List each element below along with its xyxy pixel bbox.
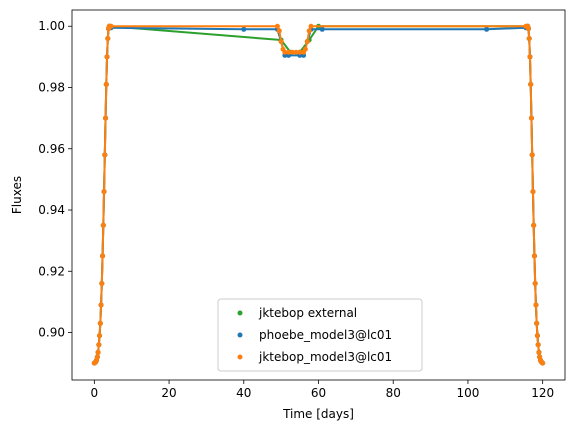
data-point <box>274 23 280 29</box>
data-point <box>97 333 103 339</box>
y-tick-label: 0.98 <box>38 80 65 94</box>
data-point <box>306 28 312 34</box>
data-point <box>108 23 114 29</box>
x-tick-label: 20 <box>161 386 176 400</box>
data-point <box>530 189 536 195</box>
data-point <box>105 35 111 41</box>
y-tick-label: 0.92 <box>38 264 65 278</box>
x-tick-label: 60 <box>311 386 326 400</box>
x-tick-label: 0 <box>91 386 99 400</box>
data-point <box>297 49 303 55</box>
legend: jktebop external phoebe_model3@lc01 jkte… <box>217 298 423 372</box>
data-point <box>278 39 284 45</box>
data-point <box>293 49 299 55</box>
legend-label-jktebop-model3: jktebop_model3@lc01 <box>258 350 392 364</box>
data-point <box>526 35 532 41</box>
data-point <box>304 39 310 45</box>
data-point <box>531 253 537 259</box>
legend-marker-jktebop-model3 <box>237 354 243 360</box>
plot-layer <box>91 23 546 366</box>
data-point <box>100 253 106 259</box>
data-point <box>103 81 109 87</box>
data-point <box>532 281 538 287</box>
data-point <box>94 354 100 360</box>
data-point <box>103 115 109 121</box>
data-point <box>536 349 542 355</box>
data-point <box>97 320 103 326</box>
data-point <box>289 49 295 55</box>
data-point <box>535 342 541 348</box>
data-point <box>276 28 282 34</box>
data-point <box>100 222 106 228</box>
y-tick-label: 0.90 <box>38 326 65 340</box>
data-point <box>308 23 314 29</box>
data-point <box>531 222 537 228</box>
data-point <box>102 152 108 158</box>
data-point <box>528 115 534 121</box>
ticks-layer: 0 20 40 60 80 100 120 0.90 0.92 0.94 0.96 0.98 1.00 <box>38 19 554 400</box>
data-point <box>101 189 107 195</box>
data-point <box>528 81 534 87</box>
data-point <box>533 302 539 308</box>
legend-label-phoebe-model3: phoebe_model3@lc01 <box>259 328 392 342</box>
data-point <box>282 49 288 55</box>
y-axis-label: Fluxes <box>10 176 24 214</box>
data-point <box>99 281 105 287</box>
data-point <box>241 26 247 32</box>
x-tick-label: 40 <box>236 386 251 400</box>
data-point <box>529 152 535 158</box>
x-tick-label: 80 <box>386 386 401 400</box>
data-point <box>319 26 325 32</box>
data-point <box>527 54 533 60</box>
data-point <box>484 26 490 32</box>
legend-box <box>217 298 423 372</box>
x-tick-label: 100 <box>456 386 479 400</box>
y-tick-label: 1.00 <box>38 19 65 33</box>
legend-label-jktebop-external: jktebop external <box>258 306 357 320</box>
data-point <box>540 360 546 366</box>
legend-marker-jktebop-external <box>237 310 243 316</box>
data-point <box>98 302 104 308</box>
data-point <box>534 333 540 339</box>
data-point <box>534 320 540 326</box>
y-tick-label: 0.94 <box>38 203 65 217</box>
data-point <box>104 54 110 60</box>
x-tick-label: 120 <box>531 386 554 400</box>
data-point <box>525 26 531 32</box>
legend-marker-phoebe-model3 <box>237 332 243 338</box>
data-point <box>286 49 292 55</box>
y-tick-label: 0.96 <box>38 142 65 156</box>
data-point <box>302 46 308 52</box>
data-point <box>96 342 102 348</box>
x-axis-label: Time [days] <box>282 407 354 421</box>
data-point <box>95 349 101 355</box>
